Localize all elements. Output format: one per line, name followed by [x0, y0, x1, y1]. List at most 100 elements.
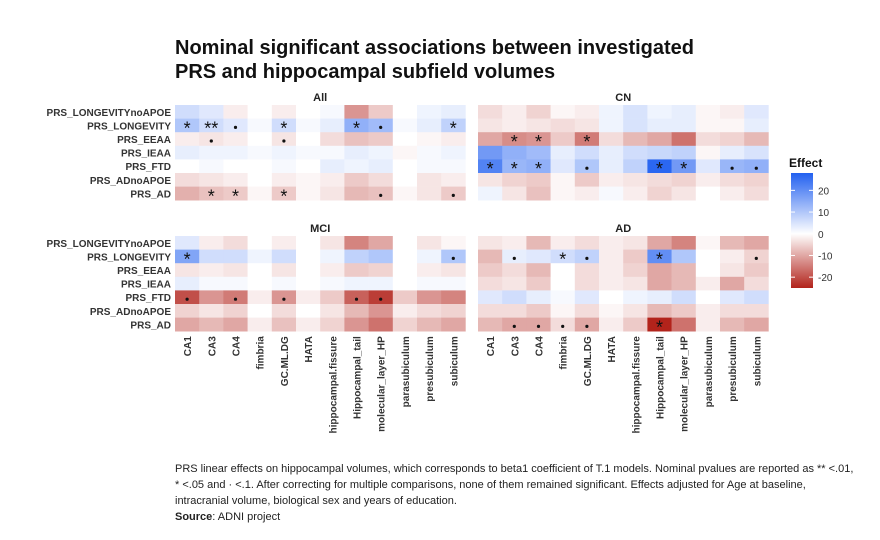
heatmap-cell — [223, 186, 248, 201]
heatmap-cell — [623, 249, 648, 264]
heatmap-cell — [744, 173, 769, 187]
heatmap-cell — [175, 186, 200, 201]
heatmap-cell — [368, 118, 394, 133]
signif-star: * — [656, 159, 663, 179]
signif-dot — [585, 324, 589, 328]
heatmap-cell — [647, 236, 672, 250]
heatmap-cell — [392, 159, 418, 174]
heatmap-cell — [441, 173, 466, 187]
heatmap-cell — [199, 173, 224, 187]
heatmap-cell — [574, 249, 600, 264]
heatmap-cell — [320, 304, 345, 318]
heatmap-cell — [223, 159, 248, 174]
column-label: CA3 — [510, 336, 521, 356]
row-label: PRS_EEAA — [117, 266, 171, 277]
heatmap-cell — [720, 173, 745, 187]
heatmap-cell — [296, 317, 321, 332]
heatmap-cell — [344, 236, 369, 250]
heatmap-cell — [247, 304, 273, 318]
heatmap-cell — [320, 263, 345, 278]
signif-star: * — [535, 132, 542, 152]
chart-title-line-1: Nominal significant associations between… — [175, 37, 695, 59]
source-label: Source — [175, 511, 213, 523]
heatmap-cell — [526, 249, 551, 264]
heatmap-cell — [368, 263, 394, 278]
row-label: PRS_LONGEVITYnoAPOE — [47, 239, 172, 250]
row-label: PRS_IEAA — [121, 280, 171, 291]
heatmap-cell — [223, 263, 248, 278]
heatmap-cell — [478, 236, 503, 250]
heatmap-cell — [574, 159, 600, 174]
source-text: : ADNI project — [212, 511, 281, 523]
heatmap-cell — [296, 105, 321, 119]
heatmap-cell — [175, 145, 200, 160]
heatmap-cell — [720, 290, 745, 305]
column-label: GC.ML.DG — [583, 336, 594, 386]
heatmap-cell — [502, 276, 527, 291]
heatmap-cell — [526, 290, 551, 305]
heatmap-cell — [623, 290, 648, 305]
panel-all: All* ** * * ** * *PRS_LONGEVITYnoAPOEPRS_LONGE… — [47, 92, 466, 206]
heatmap-cell — [344, 159, 369, 174]
heatmap-cell — [417, 236, 442, 250]
heatmap-cell — [526, 317, 551, 332]
heatmap-cell — [502, 186, 527, 201]
heatmap-cell — [574, 173, 600, 187]
heatmap-cell — [199, 145, 224, 160]
heatmap-cell — [392, 145, 418, 160]
heatmap-cell — [296, 276, 321, 291]
heatmap-cell — [720, 236, 745, 250]
heatmap-cell — [368, 236, 394, 250]
heatmap-cell — [199, 317, 224, 332]
column-label: HATA — [304, 336, 315, 362]
heatmap-cell — [199, 132, 224, 147]
heatmap-cell — [441, 263, 466, 278]
heatmap-cell — [744, 276, 769, 291]
heatmap-cell — [247, 236, 273, 250]
heatmap-cell — [296, 173, 321, 187]
heatmap-cell — [671, 118, 697, 133]
heatmap-cell — [199, 105, 224, 119]
heatmap-cell — [502, 105, 527, 119]
heatmap-cell — [550, 186, 576, 201]
heatmap-cell — [599, 186, 624, 201]
heatmap-cell — [623, 159, 648, 174]
heatmap-cell — [247, 118, 273, 133]
row-label: PRS_LONGEVITY — [87, 252, 171, 263]
heatmap-cell — [344, 132, 369, 147]
heatmap-cell — [550, 263, 576, 278]
heatmap-cell — [441, 276, 466, 291]
signif-dot — [379, 125, 383, 129]
heatmap-cell — [417, 276, 442, 291]
row-label: PRS_AD — [130, 320, 171, 331]
heatmap-cell — [271, 159, 297, 174]
heatmap-cell — [296, 290, 321, 305]
heatmap-cell — [550, 290, 576, 305]
signif-star: * — [511, 159, 518, 179]
heatmap-cell — [271, 132, 297, 147]
heatmap-cell — [368, 132, 394, 147]
heatmap-cell — [671, 249, 697, 264]
column-label: subiculum — [449, 336, 460, 386]
heatmap-cell — [223, 304, 248, 318]
heatmap-cell — [695, 304, 721, 318]
heatmap-cell — [720, 263, 745, 278]
heatmap-cell — [671, 173, 697, 187]
heatmap-cell — [247, 145, 273, 160]
heatmap-cell — [574, 236, 600, 250]
panel-title: All — [313, 92, 327, 104]
heatmap-cell — [744, 186, 769, 201]
heatmap-cell — [526, 236, 551, 250]
heatmap-cell — [574, 276, 600, 291]
heatmap-cell — [247, 186, 273, 201]
heatmap-cell — [392, 304, 418, 318]
signif-dot — [561, 324, 565, 328]
panel-cn: CN * * * * * * * * — [478, 92, 769, 201]
signif-dot — [536, 324, 541, 328]
heatmap-cell — [599, 249, 624, 264]
heatmap-cell — [599, 236, 624, 250]
heatmap-cell — [599, 159, 624, 174]
signif-dot — [282, 139, 286, 143]
heatmap-cell — [502, 236, 527, 250]
heatmap-cell — [320, 145, 345, 160]
